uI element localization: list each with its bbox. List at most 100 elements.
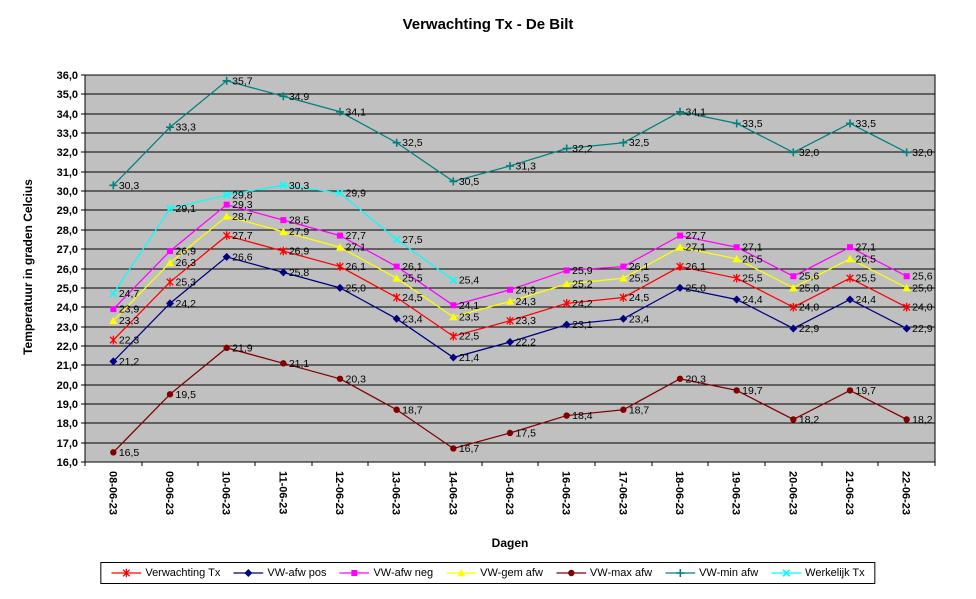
- data-label: 30,3: [119, 180, 140, 192]
- data-label: 30,5: [459, 176, 480, 188]
- data-label: 24,4: [742, 294, 763, 306]
- data-labels: 22,3 25,3 27,7 26,9 26,1 24,5 22,5 23,3 24,2 24,5…: [119, 75, 933, 459]
- data-label: 27,1: [742, 242, 763, 254]
- legend-label: VW-afw pos: [267, 567, 327, 579]
- data-label: 21,1: [289, 358, 310, 370]
- data-label: 32,5: [629, 137, 650, 149]
- data-label: 27,7: [346, 230, 367, 242]
- legend: Verwachting Tx VW-afw pos VW-afw neg VW-gem…: [100, 562, 876, 584]
- x-tick-label: 15-06-23: [503, 471, 515, 515]
- data-label: 25,5: [856, 273, 877, 285]
- data-label: 17,5: [516, 427, 537, 439]
- data-label: 27,7: [686, 230, 707, 242]
- legend-item-vw-gem-afw: VW-gem afw: [446, 567, 543, 579]
- data-label: 23,3: [516, 315, 537, 327]
- series-werkelijk-tx: [109, 181, 458, 298]
- legend-label: VW-afw neg: [373, 567, 434, 579]
- y-tick-label: 29,0: [57, 205, 78, 217]
- data-label: 34,9: [289, 91, 310, 103]
- x-tick-label: 20-06-23: [786, 471, 798, 515]
- data-label: 26,1: [402, 261, 423, 273]
- legend-marker-werkelijk-tx-icon: [771, 569, 802, 577]
- y-tick-label: 22,0: [57, 341, 78, 353]
- data-label: 25,4: [459, 275, 480, 287]
- data-label: 29,9: [346, 188, 367, 200]
- y-tick-label: 31,0: [57, 167, 78, 179]
- legend-marker-vw-afw-neg-icon: [339, 570, 370, 576]
- x-tick-label: 13-06-23: [390, 471, 402, 515]
- data-label: 34,1: [346, 106, 367, 118]
- data-label: 18,2: [912, 414, 933, 426]
- data-label: 18,4: [572, 410, 593, 422]
- y-tick-label: 35,0: [57, 89, 78, 101]
- data-label: 26,1: [346, 261, 367, 273]
- data-label: 25,5: [402, 273, 423, 285]
- series-vw-min-afw: [109, 76, 911, 190]
- x-tick-label: 22-06-23: [900, 471, 912, 515]
- y-tick-label: 20,0: [57, 380, 78, 392]
- x-tick-label: 12-06-23: [333, 471, 345, 515]
- data-label: 32,5: [402, 137, 423, 149]
- data-label: 19,5: [176, 389, 197, 401]
- data-label: 24,9: [516, 284, 537, 296]
- y-tick-label: 25,0: [57, 283, 78, 295]
- data-label: 23,4: [629, 313, 650, 325]
- data-label: 24,0: [799, 302, 820, 314]
- data-label: 33,3: [176, 122, 197, 134]
- x-axis: 08-06-23 09-06-23 10-06-23 11-06-23 12-06-23…: [84, 462, 936, 515]
- legend-marker-vw-gem-afw-icon: [446, 569, 477, 577]
- data-label: 26,1: [686, 261, 707, 273]
- data-label: 27,5: [402, 234, 423, 246]
- data-label: 29,3: [232, 199, 253, 211]
- data-label: 27,9: [289, 226, 310, 238]
- data-label: 24,7: [119, 288, 140, 300]
- plot-border: [84, 74, 936, 463]
- data-label: 23,9: [119, 304, 140, 316]
- data-label: 27,7: [232, 230, 253, 242]
- series-verwachting-tx: [109, 231, 911, 345]
- data-label: 24,4: [856, 294, 877, 306]
- data-label: 26,9: [176, 246, 197, 258]
- data-label: 21,2: [119, 356, 140, 368]
- y-tick-label: 26,0: [57, 264, 78, 276]
- data-label: 31,3: [516, 160, 537, 172]
- data-label: 23,3: [119, 315, 140, 327]
- data-label: 24,2: [572, 298, 593, 310]
- data-label: 33,5: [742, 118, 763, 130]
- data-label: 18,2: [799, 414, 820, 426]
- data-label: 24,5: [402, 292, 423, 304]
- data-label: 35,7: [232, 75, 253, 87]
- data-label: 25,0: [799, 282, 820, 294]
- data-label: 22,5: [459, 331, 480, 343]
- y-tick-label: 24,0: [57, 302, 78, 314]
- x-tick-label: 10-06-23: [220, 471, 232, 515]
- data-label: 25,6: [912, 271, 933, 283]
- y-tick-label: 27,0: [57, 244, 78, 256]
- data-label: 18,7: [402, 404, 423, 416]
- data-label: 29,1: [176, 203, 197, 215]
- data-label: 28,7: [232, 211, 253, 223]
- y-axis: 36,0 35,0 34,0 33,0 32,0 31,0 30,0 29,0 28,0 27,0…: [57, 70, 85, 469]
- data-label: 32,0: [799, 147, 820, 159]
- legend-marker-verwachting-tx-icon: [111, 568, 142, 578]
- data-label: 32,2: [572, 143, 593, 155]
- data-label: 16,5: [119, 447, 140, 459]
- data-label: 22,3: [119, 335, 140, 347]
- y-tick-label: 17,0: [57, 438, 78, 450]
- x-tick-label: 19-06-23: [730, 471, 742, 515]
- y-tick-label: 21,0: [57, 360, 78, 372]
- y-tick-label: 19,0: [57, 399, 78, 411]
- legend-marker-vw-min-afw-icon: [665, 569, 696, 577]
- data-label: 25,2: [572, 278, 593, 290]
- y-tick-label: 34,0: [57, 109, 78, 121]
- data-label: 23,4: [402, 313, 423, 325]
- series-vw-gem-afw: [109, 212, 911, 325]
- data-label: 19,7: [742, 385, 763, 397]
- data-label: 30,3: [289, 180, 310, 192]
- data-label: 22,9: [799, 323, 820, 335]
- legend-label: VW-max afw: [589, 567, 653, 579]
- y-tick-label: 16,0: [57, 457, 78, 469]
- data-label: 29,8: [232, 189, 253, 201]
